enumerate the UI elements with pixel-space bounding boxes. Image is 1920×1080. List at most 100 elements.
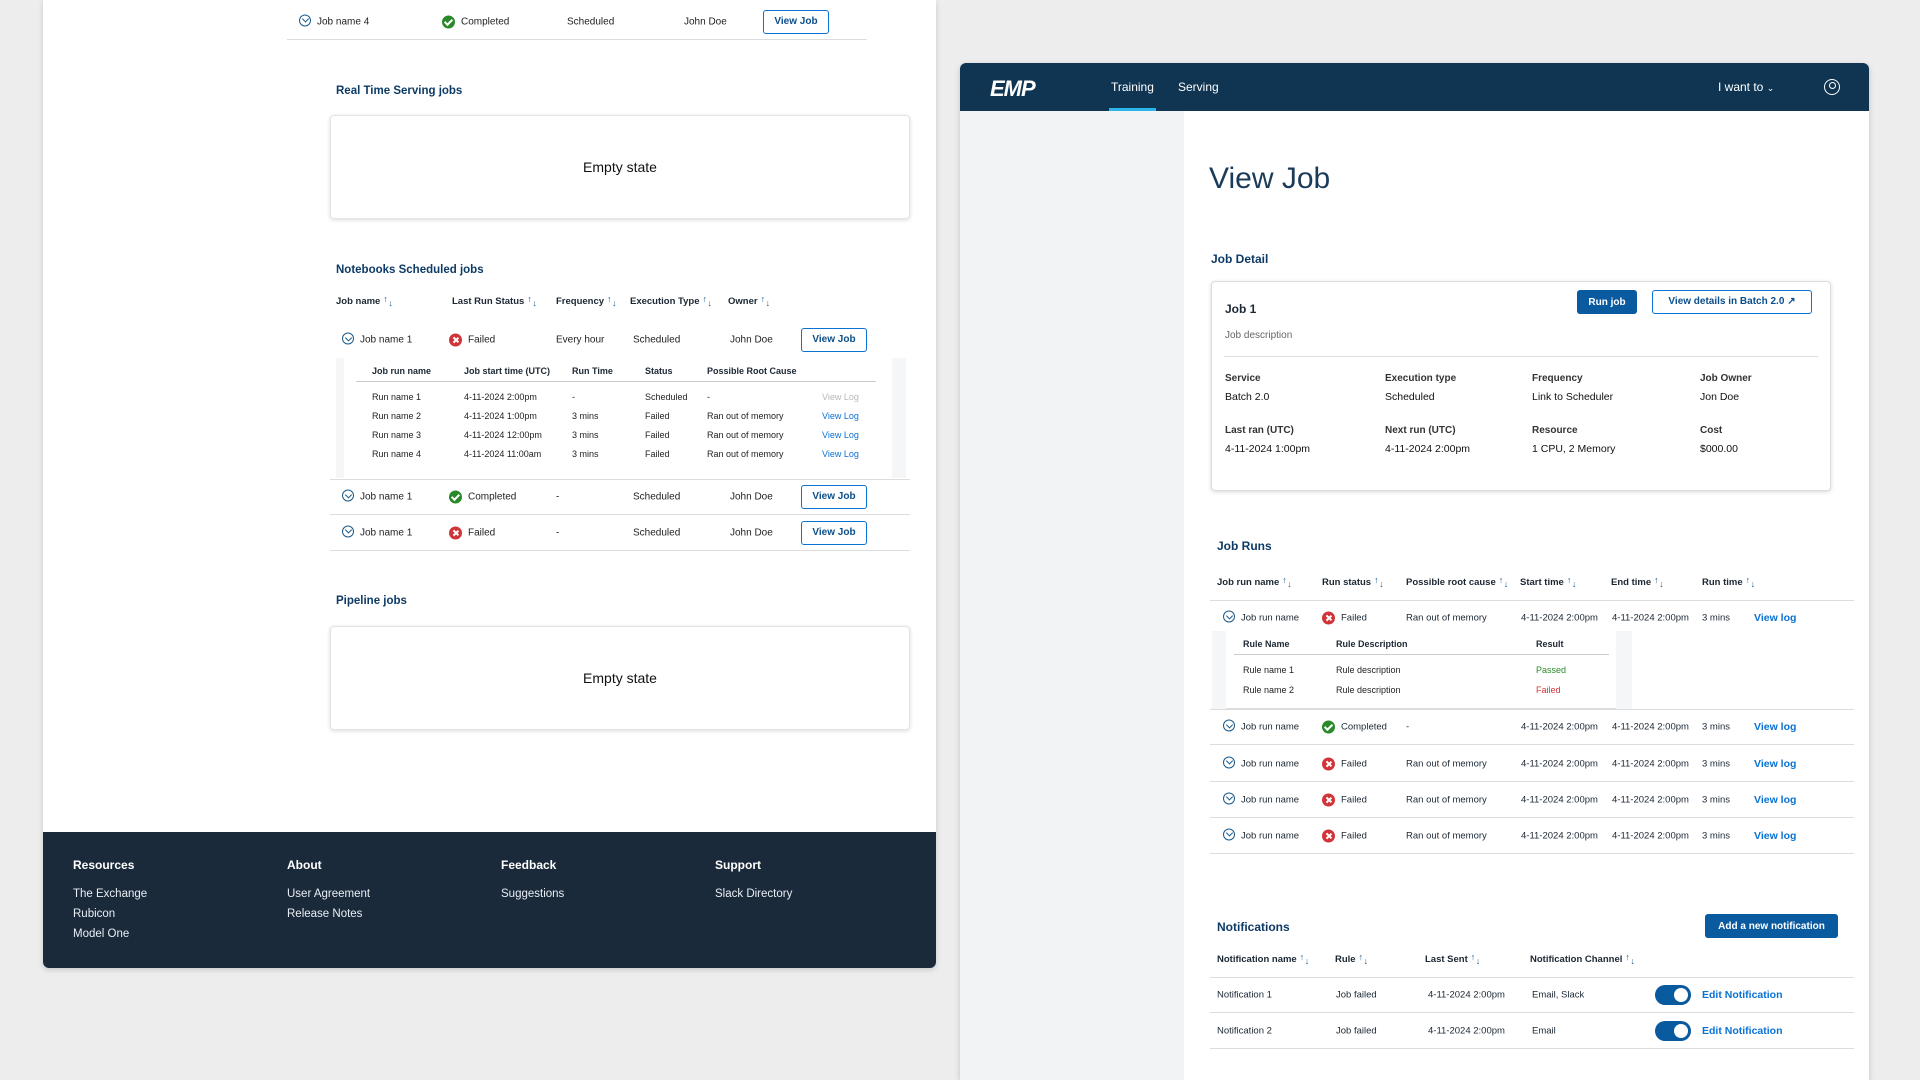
footer-link[interactable]: User Agreement — [287, 888, 371, 900]
notebooks-title: Notebooks Scheduled jobs — [336, 264, 484, 276]
sort-icon[interactable] — [607, 294, 617, 308]
external-link-icon: ↗ — [1787, 296, 1796, 307]
view-log-link[interactable]: View Log — [822, 449, 859, 459]
user-account-icon[interactable] — [1824, 79, 1840, 95]
sort-icon[interactable] — [1499, 575, 1509, 589]
col-header-frequency[interactable]: Frequency — [556, 294, 617, 308]
error-circle-icon — [1322, 793, 1335, 806]
view-job-button[interactable]: View Job — [801, 485, 867, 509]
notifications-title: Notifications — [1217, 920, 1290, 934]
view-log-link[interactable]: View log — [1754, 829, 1797, 842]
sort-icon[interactable] — [1746, 575, 1756, 589]
footer-link[interactable]: Model One — [73, 928, 130, 940]
notification-toggle[interactable] — [1655, 1021, 1691, 1041]
view-job-button[interactable]: View Job — [801, 328, 867, 352]
sort-icon[interactable] — [1471, 952, 1481, 966]
i-want-to-dropdown[interactable]: I want to ⌄ — [1718, 80, 1775, 94]
col-header-channel[interactable]: Notification Channel — [1530, 952, 1635, 966]
expand-icon[interactable] — [1223, 610, 1235, 623]
chevron-down-icon: ⌄ — [1766, 83, 1775, 93]
footer-link[interactable]: Suggestions — [501, 888, 565, 900]
job-name: Job 1 — [1225, 302, 1257, 316]
check-circle-icon — [449, 490, 462, 504]
sort-icon[interactable] — [1282, 575, 1292, 589]
col-header-last-sent[interactable]: Last Sent — [1425, 952, 1481, 966]
footer-link[interactable]: Slack Directory — [715, 888, 793, 900]
footer-link[interactable]: Rubicon — [73, 908, 116, 920]
footer-link[interactable]: Release Notes — [287, 908, 363, 920]
notification-toggle[interactable] — [1655, 985, 1691, 1005]
sort-icon[interactable] — [527, 294, 537, 308]
field-value-execution: Scheduled — [1385, 391, 1435, 403]
expand-icon[interactable] — [342, 525, 354, 537]
nav-tab-serving[interactable]: Serving — [1178, 80, 1219, 94]
col-header-run-status[interactable]: Run status — [1322, 575, 1384, 589]
view-job-button[interactable]: View Job — [763, 9, 829, 34]
col-header-owner[interactable]: Owner — [728, 294, 771, 308]
view-job-button[interactable]: View Job — [801, 520, 867, 545]
sort-icon[interactable] — [1567, 575, 1577, 589]
job-run-subtable: Job run name Job start time (UTC) Run Ti… — [336, 358, 906, 478]
col-header-job-name[interactable]: Job name — [336, 294, 393, 308]
view-log-link[interactable]: View log — [1754, 757, 1797, 770]
edit-notification-link[interactable]: Edit Notification — [1702, 1025, 1783, 1037]
status-cell: Failed — [1322, 757, 1367, 770]
expand-icon[interactable] — [342, 489, 354, 502]
col-header-last-run[interactable]: Last Run Status — [452, 294, 537, 308]
col-header-end-time[interactable]: End time — [1611, 575, 1664, 589]
edit-notification-link[interactable]: Edit Notification — [1702, 989, 1783, 1001]
view-log-link[interactable]: View Log — [822, 411, 859, 421]
expand-icon[interactable] — [1223, 719, 1235, 732]
sub-row: Run name 4 — [372, 449, 422, 459]
owner-cell: John Doe — [684, 16, 727, 27]
sort-icon[interactable] — [703, 294, 713, 308]
sort-icon[interactable] — [1625, 952, 1635, 966]
table-row: Job name 1 Completed - Scheduled John Do… — [330, 479, 910, 515]
col-header-notification-name[interactable]: Notification name — [1217, 952, 1310, 966]
view-log-link[interactable]: View log — [1754, 721, 1797, 733]
expand-icon[interactable] — [1223, 792, 1235, 804]
sort-icon[interactable] — [1359, 952, 1369, 966]
sort-icon[interactable] — [383, 294, 393, 308]
view-log-link[interactable]: View Log — [822, 430, 859, 440]
expand-icon[interactable] — [299, 14, 311, 26]
error-circle-icon — [1322, 757, 1335, 770]
expand-icon[interactable] — [1223, 828, 1235, 840]
scheduler-link[interactable]: Link to Scheduler — [1532, 391, 1614, 403]
view-log-link[interactable]: View log — [1754, 793, 1797, 806]
col-header-start-time[interactable]: Start time — [1520, 575, 1577, 589]
rule-header-name: Rule Name — [1243, 639, 1290, 649]
realtime-title: Real Time Serving jobs — [336, 85, 463, 97]
job-description: Job description — [1225, 330, 1293, 341]
sidebar — [960, 111, 1184, 1080]
col-header-run-name[interactable]: Job run name — [1217, 575, 1292, 589]
status-cell: Failed — [449, 526, 495, 539]
field-label-next-run: Next run (UTC) — [1385, 425, 1456, 436]
view-batch-button[interactable]: View details in Batch 2.0 ↗ — [1652, 290, 1812, 314]
sort-icon[interactable] — [1654, 575, 1664, 589]
col-header-execution-type[interactable]: Execution Type — [630, 294, 713, 308]
realtime-empty-card: Empty state — [330, 115, 910, 219]
table-row: Job name 4 Completed Scheduled John Doe … — [287, 4, 867, 40]
col-header-run-time[interactable]: Run time — [1702, 575, 1756, 589]
nav-tab-training[interactable]: Training — [1109, 80, 1156, 111]
footer-link[interactable]: The Exchange — [73, 888, 148, 900]
table-row: Job run name Failed Ran out of memory 4-… — [1210, 818, 1854, 854]
sort-icon[interactable] — [1300, 952, 1310, 966]
field-label-resource: Resource — [1532, 425, 1578, 436]
run-job-button[interactable]: Run job — [1577, 290, 1637, 314]
sort-icon[interactable] — [761, 294, 771, 308]
table-row: Job run name Failed Ran out of memory 4-… — [1210, 746, 1854, 782]
view-log-link[interactable]: View log — [1754, 612, 1797, 624]
emp-logo[interactable]: EMP — [990, 76, 1036, 101]
expand-icon[interactable] — [342, 332, 354, 345]
col-header-rule[interactable]: Rule — [1335, 952, 1369, 966]
col-header-root-cause[interactable]: Possible root cause — [1406, 575, 1509, 589]
expand-icon[interactable] — [1223, 756, 1235, 768]
sort-icon[interactable] — [1374, 575, 1384, 589]
job-detail-title: Job Detail — [1211, 252, 1269, 266]
left-artboard: Job name 4 Completed Scheduled John Doe … — [43, 0, 936, 968]
add-notification-button[interactable]: Add a new notification — [1705, 914, 1838, 938]
notification-row: Notification 2 Job failed 4-11-2024 2:00… — [1210, 1013, 1854, 1049]
status-cell: Completed — [1322, 720, 1387, 734]
